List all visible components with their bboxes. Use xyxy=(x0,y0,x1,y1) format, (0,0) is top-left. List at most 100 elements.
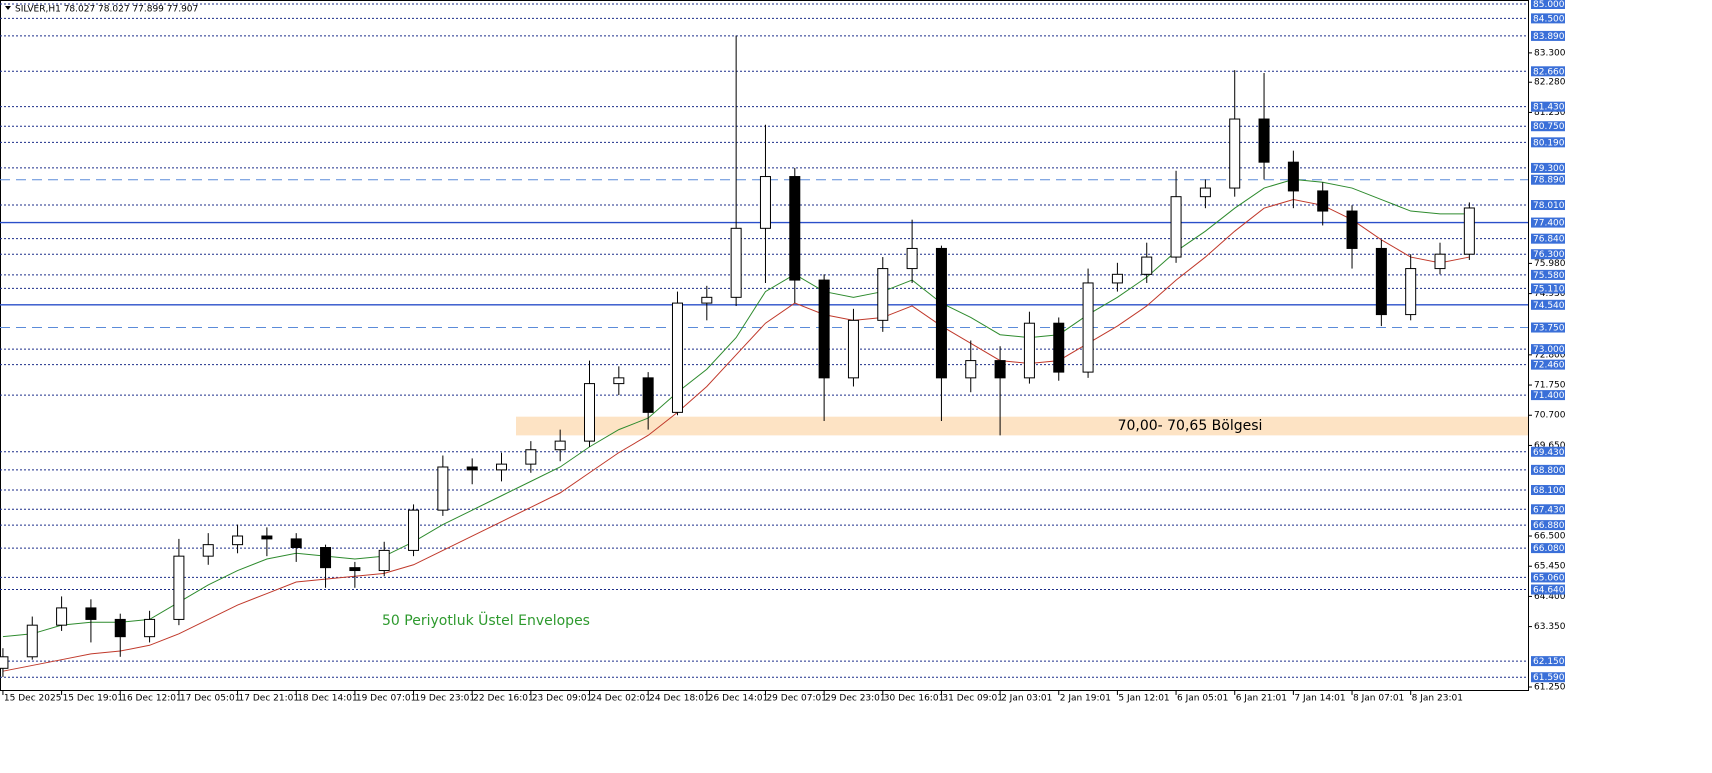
candle-body xyxy=(525,449,537,465)
level-label: 72.460 xyxy=(1533,361,1565,371)
level-label: 69.430 xyxy=(1533,448,1565,458)
candle-body xyxy=(1082,282,1094,373)
level-label: 79.300 xyxy=(1533,164,1565,174)
x-tick-label: 5 Jan 12:01 xyxy=(1118,694,1169,704)
candle-body xyxy=(671,302,683,413)
level-label-box xyxy=(1531,101,1565,112)
level-label: 82.660 xyxy=(1533,67,1565,77)
x-tick-label: 7 Jan 14:01 xyxy=(1294,694,1345,704)
candle-body xyxy=(1434,253,1446,270)
x-tick-label: 18 Dec 14:01 xyxy=(297,694,358,704)
level-label-box xyxy=(1531,269,1565,280)
y-tick-label: 64.400 xyxy=(1534,592,1566,602)
y-tick-label: 71.750 xyxy=(1534,381,1566,391)
y-tick-label: 70.700 xyxy=(1534,411,1566,421)
candle-body xyxy=(1199,187,1211,198)
candle-body xyxy=(935,247,947,379)
envelope-line xyxy=(2,199,1470,672)
level-label: 75.110 xyxy=(1533,284,1565,294)
candle-body xyxy=(1258,118,1270,163)
x-tick-label: 6 Jan 05:01 xyxy=(1177,694,1228,704)
y-tick-label: 83.300 xyxy=(1534,48,1566,58)
level-label-box xyxy=(1531,0,1565,9)
x-tick-label: 26 Dec 14:01 xyxy=(708,694,769,704)
y-tick-label: 61.250 xyxy=(1534,683,1566,693)
level-label-box xyxy=(1531,672,1565,683)
y-tick-label: 75.980 xyxy=(1534,259,1566,269)
y-tick-label: 69.650 xyxy=(1534,441,1566,451)
y-tick-label: 66.500 xyxy=(1534,532,1566,542)
y-tick-label: 74.930 xyxy=(1534,289,1566,299)
x-tick-label: 6 Jan 21:01 xyxy=(1236,694,1287,704)
level-label: 76.840 xyxy=(1533,235,1565,245)
x-tick-label: 23 Dec 09:01 xyxy=(532,694,593,704)
level-label-box xyxy=(1531,174,1565,185)
candle-body xyxy=(408,509,420,551)
candle-body xyxy=(877,268,889,321)
x-tick-label: 29 Dec 07:01 xyxy=(766,694,827,704)
candle-body xyxy=(290,538,302,549)
candle-body xyxy=(1053,322,1065,373)
level-label: 73.000 xyxy=(1533,345,1565,355)
zone-label: 70,00- 70,65 Bölgesi xyxy=(1118,418,1263,434)
candle-body xyxy=(818,279,830,379)
x-tick-label: 24 Dec 18:01 xyxy=(649,694,710,704)
candle-body xyxy=(1229,118,1241,189)
level-label-box xyxy=(1531,121,1565,132)
candle-body xyxy=(613,377,625,385)
level-label-box xyxy=(1531,572,1565,583)
y-tick-label: 81.230 xyxy=(1534,108,1566,118)
candle-body xyxy=(26,624,38,658)
level-label-box xyxy=(1531,344,1565,355)
x-tick-label: 22 Dec 16:01 xyxy=(473,694,534,704)
candle-body xyxy=(1111,273,1123,284)
candle-body xyxy=(583,383,595,442)
level-label: 85.000 xyxy=(1533,0,1565,10)
menu-arrow xyxy=(5,6,11,10)
x-tick-label: 15 Dec 19:01 xyxy=(63,694,124,704)
level-label-box xyxy=(1531,390,1565,401)
x-tick-label: 16 Dec 12:01 xyxy=(121,694,182,704)
level-label: 81.430 xyxy=(1533,103,1565,113)
level-label: 75.580 xyxy=(1533,271,1565,281)
candle-body xyxy=(1023,322,1035,379)
candle-body xyxy=(965,360,977,379)
annotation: 50 Periyotluk Üstel Envelopes xyxy=(382,611,590,629)
level-label: 68.800 xyxy=(1533,466,1565,476)
level-label: 74.540 xyxy=(1533,301,1565,311)
candle-body xyxy=(496,463,508,471)
level-label-box xyxy=(1531,137,1565,148)
level-label-box xyxy=(1531,299,1565,310)
candle-body xyxy=(56,607,68,626)
level-label-box xyxy=(1531,322,1565,333)
chart-title: SILVER,H1 78.027 78.027 77.899 77.907 xyxy=(15,5,198,15)
candle-body xyxy=(994,360,1006,379)
y-tick-label: 72.800 xyxy=(1534,350,1566,360)
level-label: 66.880 xyxy=(1533,521,1565,531)
candle-body xyxy=(144,618,156,638)
x-tick-label: 24 Dec 02:01 xyxy=(590,694,651,704)
x-tick-label: 2 Jan 19:01 xyxy=(1060,694,1111,704)
x-tick-label: 19 Dec 23:01 xyxy=(415,694,476,704)
level-label-box xyxy=(1531,520,1565,531)
x-tick-label: 15 Dec 2025 xyxy=(4,694,62,704)
level-label: 84.500 xyxy=(1533,14,1565,24)
level-label-box xyxy=(1531,656,1565,667)
level-label: 80.750 xyxy=(1533,122,1565,132)
y-tick-label: 82.280 xyxy=(1534,78,1566,88)
level-label-box xyxy=(1531,485,1565,496)
candle-body xyxy=(1170,196,1182,258)
level-label: 78.890 xyxy=(1533,176,1565,186)
candle-body xyxy=(114,618,126,638)
level-label-box xyxy=(1531,543,1565,554)
candle-body xyxy=(232,535,244,546)
level-label: 62.150 xyxy=(1533,657,1565,667)
candle-body xyxy=(789,176,801,281)
level-label: 76.300 xyxy=(1533,250,1565,260)
candle-body xyxy=(173,555,185,620)
envelope-line xyxy=(2,178,1470,638)
level-label: 71.400 xyxy=(1533,391,1565,401)
x-tick-label: 19 Dec 07:01 xyxy=(356,694,417,704)
x-tick-label: 29 Dec 23:01 xyxy=(825,694,886,704)
